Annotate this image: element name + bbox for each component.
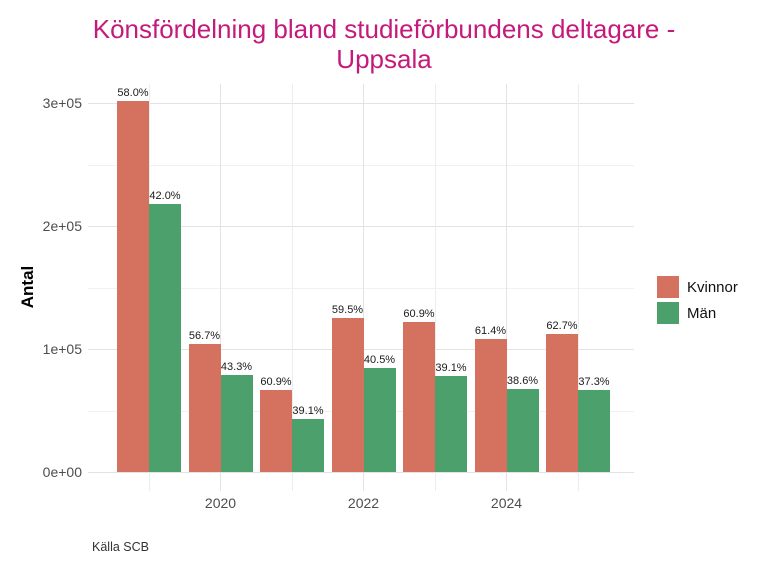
legend-label: Män xyxy=(687,304,717,322)
y-tick-label: 0e+00 xyxy=(42,464,82,480)
bar-kvinnor-2024 xyxy=(474,339,507,472)
y-tick-label: 2e+05 xyxy=(42,218,82,234)
x-tick-label: 2024 xyxy=(490,495,523,511)
bar-label-män-2020: 43.3% xyxy=(220,360,253,373)
plot-panel: 58.0% 56.7% 60.9% 59.5% 60.9% 61.4% 62.7% 42.0%… xyxy=(88,84,634,491)
bar-label-kvinnor-2024: 61.4% xyxy=(474,325,507,338)
y-tick-label: 1e+05 xyxy=(42,341,82,357)
bar-label-kvinnor-2022: 59.5% xyxy=(331,303,364,316)
gridline-major-x xyxy=(506,84,507,491)
legend-item-män: Män xyxy=(657,302,738,324)
gridline-major-x xyxy=(220,84,221,491)
bar-label-män-2025: 37.3% xyxy=(578,375,610,388)
y-axis-title: Antal xyxy=(18,265,37,309)
gridline-major-y xyxy=(88,472,634,473)
bar-män-2025 xyxy=(578,389,610,472)
bar-kvinnor-2020 xyxy=(188,343,221,472)
bar-män-2021 xyxy=(292,419,324,472)
source-caption: Källa SCB xyxy=(92,540,149,554)
bar-label-män-2022: 40.5% xyxy=(363,353,396,366)
gridline-major-x xyxy=(363,84,364,491)
bar-kvinnor-2025 xyxy=(546,333,578,472)
bar-label-kvinnor-2023: 60.9% xyxy=(403,307,435,320)
bar-label-män-2019: 42.0% xyxy=(149,190,181,203)
bar-män-2020 xyxy=(220,374,253,472)
legend-item-kvinnor: Kvinnor xyxy=(657,276,738,298)
bar-label-män-2021: 39.1% xyxy=(292,405,324,418)
gridline-minor-x xyxy=(291,84,293,491)
bar-label-kvinnor-2020: 56.7% xyxy=(188,329,221,342)
bar-män-2022 xyxy=(363,367,396,472)
gridline-minor-y xyxy=(88,287,634,289)
chart-title: Könsfördelning bland studieförbundens de… xyxy=(92,14,676,75)
y-tick-label: 3e+05 xyxy=(42,95,82,111)
bar-kvinnor-2021 xyxy=(260,389,292,472)
bar-män-2023 xyxy=(435,376,467,472)
bar-label-kvinnor-2025: 62.7% xyxy=(546,319,578,332)
bar-män-2019 xyxy=(149,204,181,472)
x-tick-label: 2020 xyxy=(204,495,237,511)
bar-label-kvinnor-2019: 58.0% xyxy=(117,87,149,100)
bar-kvinnor-2022 xyxy=(331,317,364,472)
gridline-major-y xyxy=(88,103,634,104)
bar-kvinnor-2019 xyxy=(117,101,149,472)
bar-label-män-2023: 39.1% xyxy=(435,362,467,375)
bar-label-män-2024: 38.6% xyxy=(506,374,539,387)
gridline-major-y xyxy=(88,226,634,227)
legend: Kvinnor Män xyxy=(657,276,738,324)
bar-label-kvinnor-2021: 60.9% xyxy=(260,375,292,388)
bar-kvinnor-2023 xyxy=(403,321,435,472)
legend-swatch-kvinnor xyxy=(657,276,679,298)
legend-swatch-män xyxy=(657,302,679,324)
x-tick-label: 2022 xyxy=(347,495,380,511)
gridline-minor-x xyxy=(577,84,579,491)
legend-label: Kvinnor xyxy=(687,278,738,296)
gridline-minor-x xyxy=(434,84,436,491)
bar-män-2024 xyxy=(506,388,539,472)
gridline-minor-y xyxy=(88,164,634,166)
